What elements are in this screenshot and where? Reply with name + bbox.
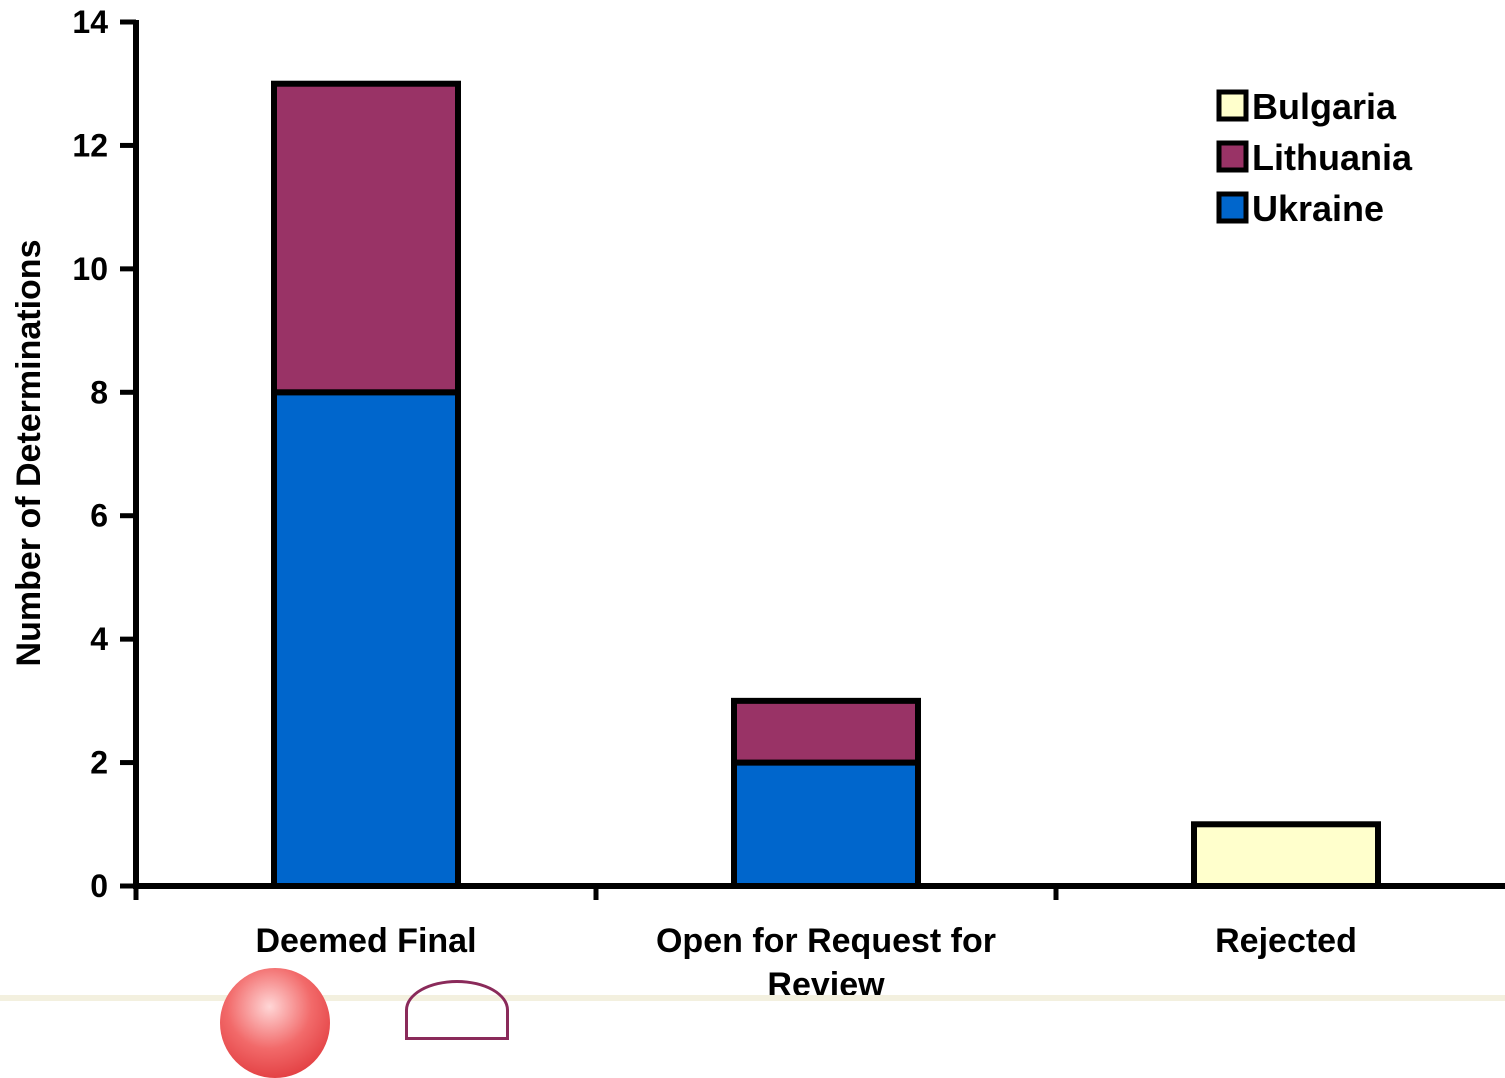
- x-tick-label-3: Rejected: [1215, 922, 1357, 960]
- bar-ukraine-1: [271, 389, 461, 889]
- footer-band: [0, 995, 1505, 1001]
- y-tick-label-8: 8: [90, 374, 108, 410]
- bars-layer: [271, 80, 1381, 889]
- y-tick-label-2: 2: [90, 745, 108, 781]
- y-tick-label-10: 10: [72, 251, 108, 287]
- decorative-sphere-icon: [220, 968, 330, 1078]
- bar-lithuania-1: [271, 80, 461, 396]
- stacked-bar-chart: 0 2 4 6 8 10 12 14 Deemed Final Open for Request …: [10, 4, 1505, 1001]
- x-tick-label-1: Deemed Final: [255, 922, 476, 960]
- y-axis-title: Number of Determinations: [10, 240, 48, 667]
- legend-label-lithuania: Lithuania: [1252, 137, 1413, 178]
- y-tick-label-14: 14: [72, 4, 108, 40]
- un-emblem-icon: [405, 980, 509, 1040]
- y-tick-label-0: 0: [90, 868, 108, 904]
- legend-label-ukraine: Ukraine: [1252, 188, 1384, 229]
- legend-swatch-bulgaria: [1216, 89, 1249, 122]
- y-tick-label-6: 6: [90, 498, 108, 534]
- legend-swatch-lithuania: [1216, 140, 1249, 173]
- x-tick-label-2: Open for Request for Review: [656, 922, 996, 1001]
- bar-bulgaria-3: [1191, 821, 1381, 889]
- bar-lithuania-2: [731, 697, 921, 766]
- legend-label-bulgaria: Bulgaria: [1252, 86, 1397, 127]
- legend: Bulgaria Lithuania Ukraine: [1216, 86, 1413, 229]
- axes-layer: 0 2 4 6 8 10 12 14 Deemed Final Open for Request …: [72, 4, 1505, 1001]
- legend-swatch-ukraine: [1216, 191, 1249, 224]
- y-tick-label-12: 12: [72, 127, 108, 163]
- bar-ukraine-2: [731, 759, 921, 889]
- y-tick-label-4: 4: [90, 621, 108, 657]
